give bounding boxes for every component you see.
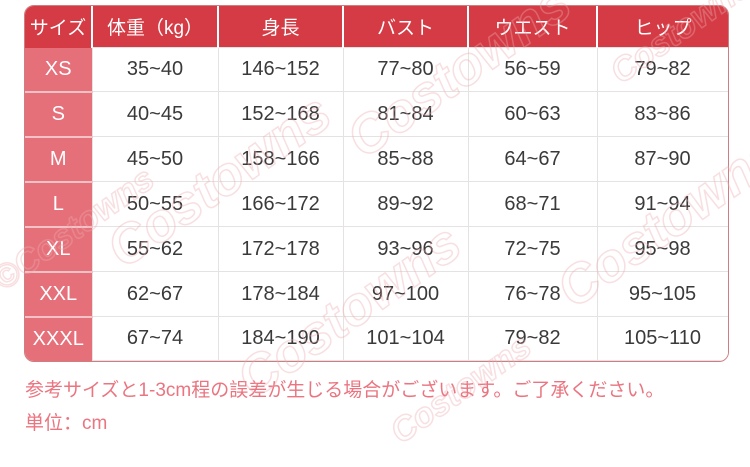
data-cell: 68~71	[467, 181, 598, 227]
note-tolerance: 参考サイズと1-3cm程の誤差が生じる場合がございます。ご了承ください。	[25, 380, 665, 401]
data-cell: 178~184	[217, 271, 344, 317]
data-cell: 55~62	[91, 226, 219, 272]
data-cell: 97~100	[342, 271, 469, 317]
data-cell: 35~40	[91, 47, 219, 92]
header-row: サイズ 体重（kg） 身長 バスト ウエスト ヒップ	[25, 6, 728, 48]
size-cell: S	[25, 90, 92, 137]
data-cell: 89~92	[342, 181, 469, 227]
data-cell: 93~96	[342, 226, 469, 272]
data-cell: 40~45	[91, 91, 219, 137]
size-cell: XXXL	[25, 315, 92, 361]
size-cell: M	[25, 135, 92, 182]
data-cell: 95~98	[596, 226, 728, 272]
data-cell: 76~78	[467, 271, 598, 317]
data-cell: 64~67	[467, 136, 598, 182]
data-cell: 56~59	[467, 47, 598, 92]
table-row: XL 55~62 172~178 93~96 72~75 95~98	[25, 225, 728, 272]
header-cell-weight: 体重（kg）	[92, 6, 219, 48]
size-cell: XXL	[25, 270, 92, 317]
data-cell: 101~104	[342, 316, 469, 361]
table-row: XXL 62~67 178~184 97~100 76~78 95~105	[25, 270, 728, 317]
data-cell: 67~74	[91, 316, 219, 361]
data-cell: 152~168	[217, 91, 344, 137]
note-unit: 単位：cm	[25, 413, 108, 434]
table-row: XXXL 67~74 184~190 101~104 79~82 105~110	[25, 315, 728, 361]
data-cell: 184~190	[217, 316, 344, 361]
data-cell: 50~55	[91, 181, 219, 227]
data-cell: 172~178	[217, 226, 344, 272]
data-cell: 77~80	[342, 47, 469, 92]
table-row: S 40~45 152~168 81~84 60~63 83~86	[25, 90, 728, 137]
size-cell: L	[25, 180, 92, 227]
header-cell-size: サイズ	[25, 6, 93, 48]
data-cell: 87~90	[596, 136, 728, 182]
header-cell-waist: ウエスト	[468, 6, 598, 48]
size-chart-table: サイズ 体重（kg） 身長 バスト ウエスト ヒップ XS 35~40 146~…	[25, 6, 728, 361]
header-cell-bust: バスト	[343, 6, 469, 48]
table-row: M 45~50 158~166 85~88 64~67 87~90	[25, 135, 728, 182]
data-cell: 45~50	[91, 136, 219, 182]
data-cell: 79~82	[467, 316, 598, 361]
header-cell-hip: ヒップ	[597, 6, 728, 48]
table-row: XS 35~40 146~152 77~80 56~59 79~82	[25, 47, 728, 92]
data-cell: 79~82	[596, 47, 728, 92]
data-cell: 146~152	[217, 47, 344, 92]
data-cell: 60~63	[467, 91, 598, 137]
data-cell: 62~67	[91, 271, 219, 317]
header-cell-height: 身長	[218, 6, 344, 48]
data-cell: 85~88	[342, 136, 469, 182]
data-cell: 166~172	[217, 181, 344, 227]
size-cell: XL	[25, 225, 92, 272]
table-row: L 50~55 166~172 89~92 68~71 91~94	[25, 180, 728, 227]
data-cell: 91~94	[596, 181, 728, 227]
data-cell: 95~105	[596, 271, 728, 317]
data-cell: 72~75	[467, 226, 598, 272]
size-cell: XS	[25, 47, 92, 92]
size-chart-table-container: サイズ 体重（kg） 身長 バスト ウエスト ヒップ XS 35~40 146~…	[24, 5, 729, 362]
data-cell: 81~84	[342, 91, 469, 137]
data-cell: 83~86	[596, 91, 728, 137]
data-cell: 105~110	[596, 316, 728, 361]
footer-notes: 参考サイズと1-3cm程の誤差が生じる場合がございます。ご了承ください。 単位：…	[25, 381, 664, 447]
data-cell: 158~166	[217, 136, 344, 182]
